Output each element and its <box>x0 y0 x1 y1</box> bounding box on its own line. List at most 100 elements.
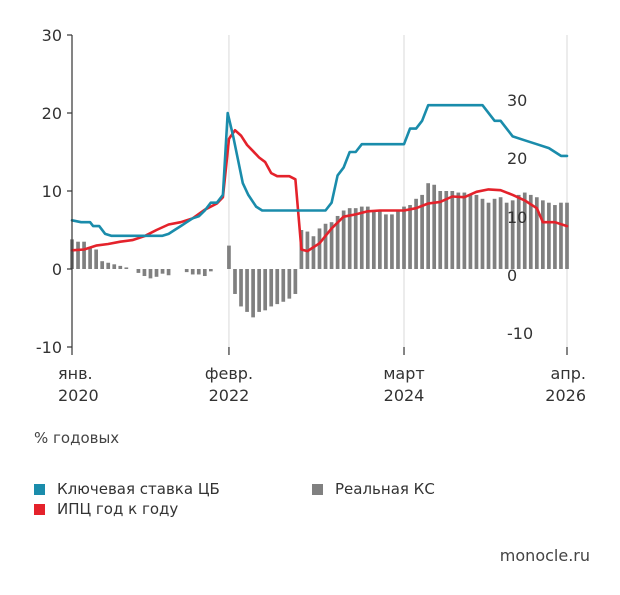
real-rate-bar <box>426 183 431 269</box>
real-rate-bar <box>396 210 400 269</box>
real-rate-bar <box>287 269 292 299</box>
x-tick-label-month: апр. <box>550 364 586 383</box>
real-rate-bar <box>486 202 491 269</box>
real-rate-bar <box>124 267 129 269</box>
real-rate-bar <box>251 269 255 318</box>
x-tick-label-year: 2022 <box>209 386 250 405</box>
real-rate-bar <box>257 269 261 312</box>
real-rate-bar <box>384 214 388 269</box>
real-rate-bar <box>498 197 503 269</box>
real-rate-bar <box>190 269 195 275</box>
right-axis-label: -10 <box>507 324 533 343</box>
unit-label: % годовых <box>34 429 120 447</box>
real-rate-bar <box>88 247 92 269</box>
real-rate-bar <box>227 245 231 269</box>
real-rate-bar <box>347 208 352 269</box>
real-rate-bar <box>311 236 316 269</box>
real-rate-bar <box>541 200 545 269</box>
legend-label-key-rate: Ключевая ставка ЦБ <box>57 480 220 498</box>
real-rate-bar <box>184 269 189 273</box>
legend-swatch-key-rate <box>34 483 45 495</box>
real-rate-bar <box>359 206 364 269</box>
real-rate-bar <box>136 269 141 273</box>
real-rate-bar <box>160 269 165 274</box>
real-rate-bar <box>202 269 207 277</box>
real-rate-bar <box>245 269 249 312</box>
x-tick-label-month: февр. <box>205 364 253 383</box>
real-rate-bar <box>118 265 123 269</box>
real-rate-bar <box>365 206 370 269</box>
y-tick-label: -10 <box>36 338 62 357</box>
real-rate-bar <box>281 269 286 302</box>
real-rate-bar <box>154 269 159 277</box>
right-axis-label: 0 <box>507 266 517 285</box>
y-tick-label: 10 <box>42 182 62 201</box>
real-rate-bar <box>504 202 509 269</box>
real-rate-bar <box>263 269 268 311</box>
real-rate-bar <box>196 269 201 275</box>
real-rate-bar <box>516 194 521 269</box>
real-rate-bar <box>341 210 346 269</box>
real-rate-bar <box>534 197 539 269</box>
real-rate-bar <box>353 208 358 269</box>
real-rate-bar <box>480 198 485 269</box>
real-rate-bar <box>492 198 497 269</box>
real-rate-bar <box>335 215 340 269</box>
real-rate-bar <box>166 269 171 276</box>
source-credit: monocle.ru <box>499 546 590 565</box>
real-rate-bar <box>148 269 153 279</box>
real-rate-bar <box>293 269 298 294</box>
real-rate-bar <box>208 269 213 272</box>
y-tick-label: 0 <box>52 260 62 279</box>
real-rate-bar <box>474 194 479 269</box>
real-rate-bar <box>408 205 412 269</box>
chart-labels: 30 20 10 0 -10 30 20 10 0 -10 янв. 2020 февр. 2022 мар… <box>36 26 586 405</box>
x-tick-label-year: 2020 <box>58 386 99 405</box>
real-rate-bar <box>462 192 467 269</box>
real-rate-bar <box>565 202 569 269</box>
legend-item-key-rate: Ключевая ставка ЦБ <box>34 480 220 498</box>
chart-canvas: 30 20 10 0 -10 30 20 10 0 -10 янв. 2020 февр. 2022 мар… <box>36 26 586 405</box>
real-rate-bar <box>317 228 322 269</box>
real-rate-bar <box>239 269 243 307</box>
real-rate-bar <box>456 192 461 269</box>
x-tick-label-year: 2026 <box>545 386 586 405</box>
real-rate-bar <box>468 194 473 269</box>
x-tick-label-month: янв. <box>58 364 93 383</box>
legend-label-cpi: ИПЦ год к году <box>57 500 179 518</box>
real-rate-bar <box>553 205 557 269</box>
legend-item-real-rate: Реальная КС <box>312 480 435 498</box>
key-rate-line <box>70 103 569 238</box>
real-rate-bar <box>106 262 111 269</box>
real-rate-bar <box>510 200 515 269</box>
real-rate-bar <box>547 202 551 269</box>
real-rate-bar <box>444 191 449 269</box>
real-rate-bar <box>438 191 443 269</box>
right-axis-label: 10 <box>507 208 527 227</box>
real-rate-bar <box>390 214 394 269</box>
real-rate-bar <box>402 206 406 269</box>
chart-lines <box>70 103 569 253</box>
x-tick-label-month: март <box>383 364 424 383</box>
real-rate-bar <box>378 210 382 269</box>
real-rate-bar <box>559 202 563 269</box>
real-rate-bar <box>528 194 533 269</box>
y-tick-label: 20 <box>42 104 62 123</box>
legend-item-cpi: ИПЦ год к году <box>34 500 178 518</box>
real-rate-bar <box>371 210 376 269</box>
legend-swatch-cpi <box>34 503 45 515</box>
real-rate-bar <box>420 194 424 269</box>
cpi-line <box>70 128 569 253</box>
real-rate-bar <box>142 269 147 277</box>
right-axis-label: 30 <box>507 91 527 110</box>
real-rate-bar <box>450 191 455 269</box>
real-rate-bar <box>414 198 418 269</box>
real-rate-bar <box>112 264 117 269</box>
real-rate-bars <box>70 183 569 318</box>
real-rate-bar <box>323 223 328 269</box>
real-rate-bar <box>76 241 80 269</box>
legend-swatch-real-rate <box>312 483 323 495</box>
real-rate-bar <box>432 184 437 269</box>
chart-grid <box>71 35 568 347</box>
y-tick-label: 30 <box>42 26 62 45</box>
